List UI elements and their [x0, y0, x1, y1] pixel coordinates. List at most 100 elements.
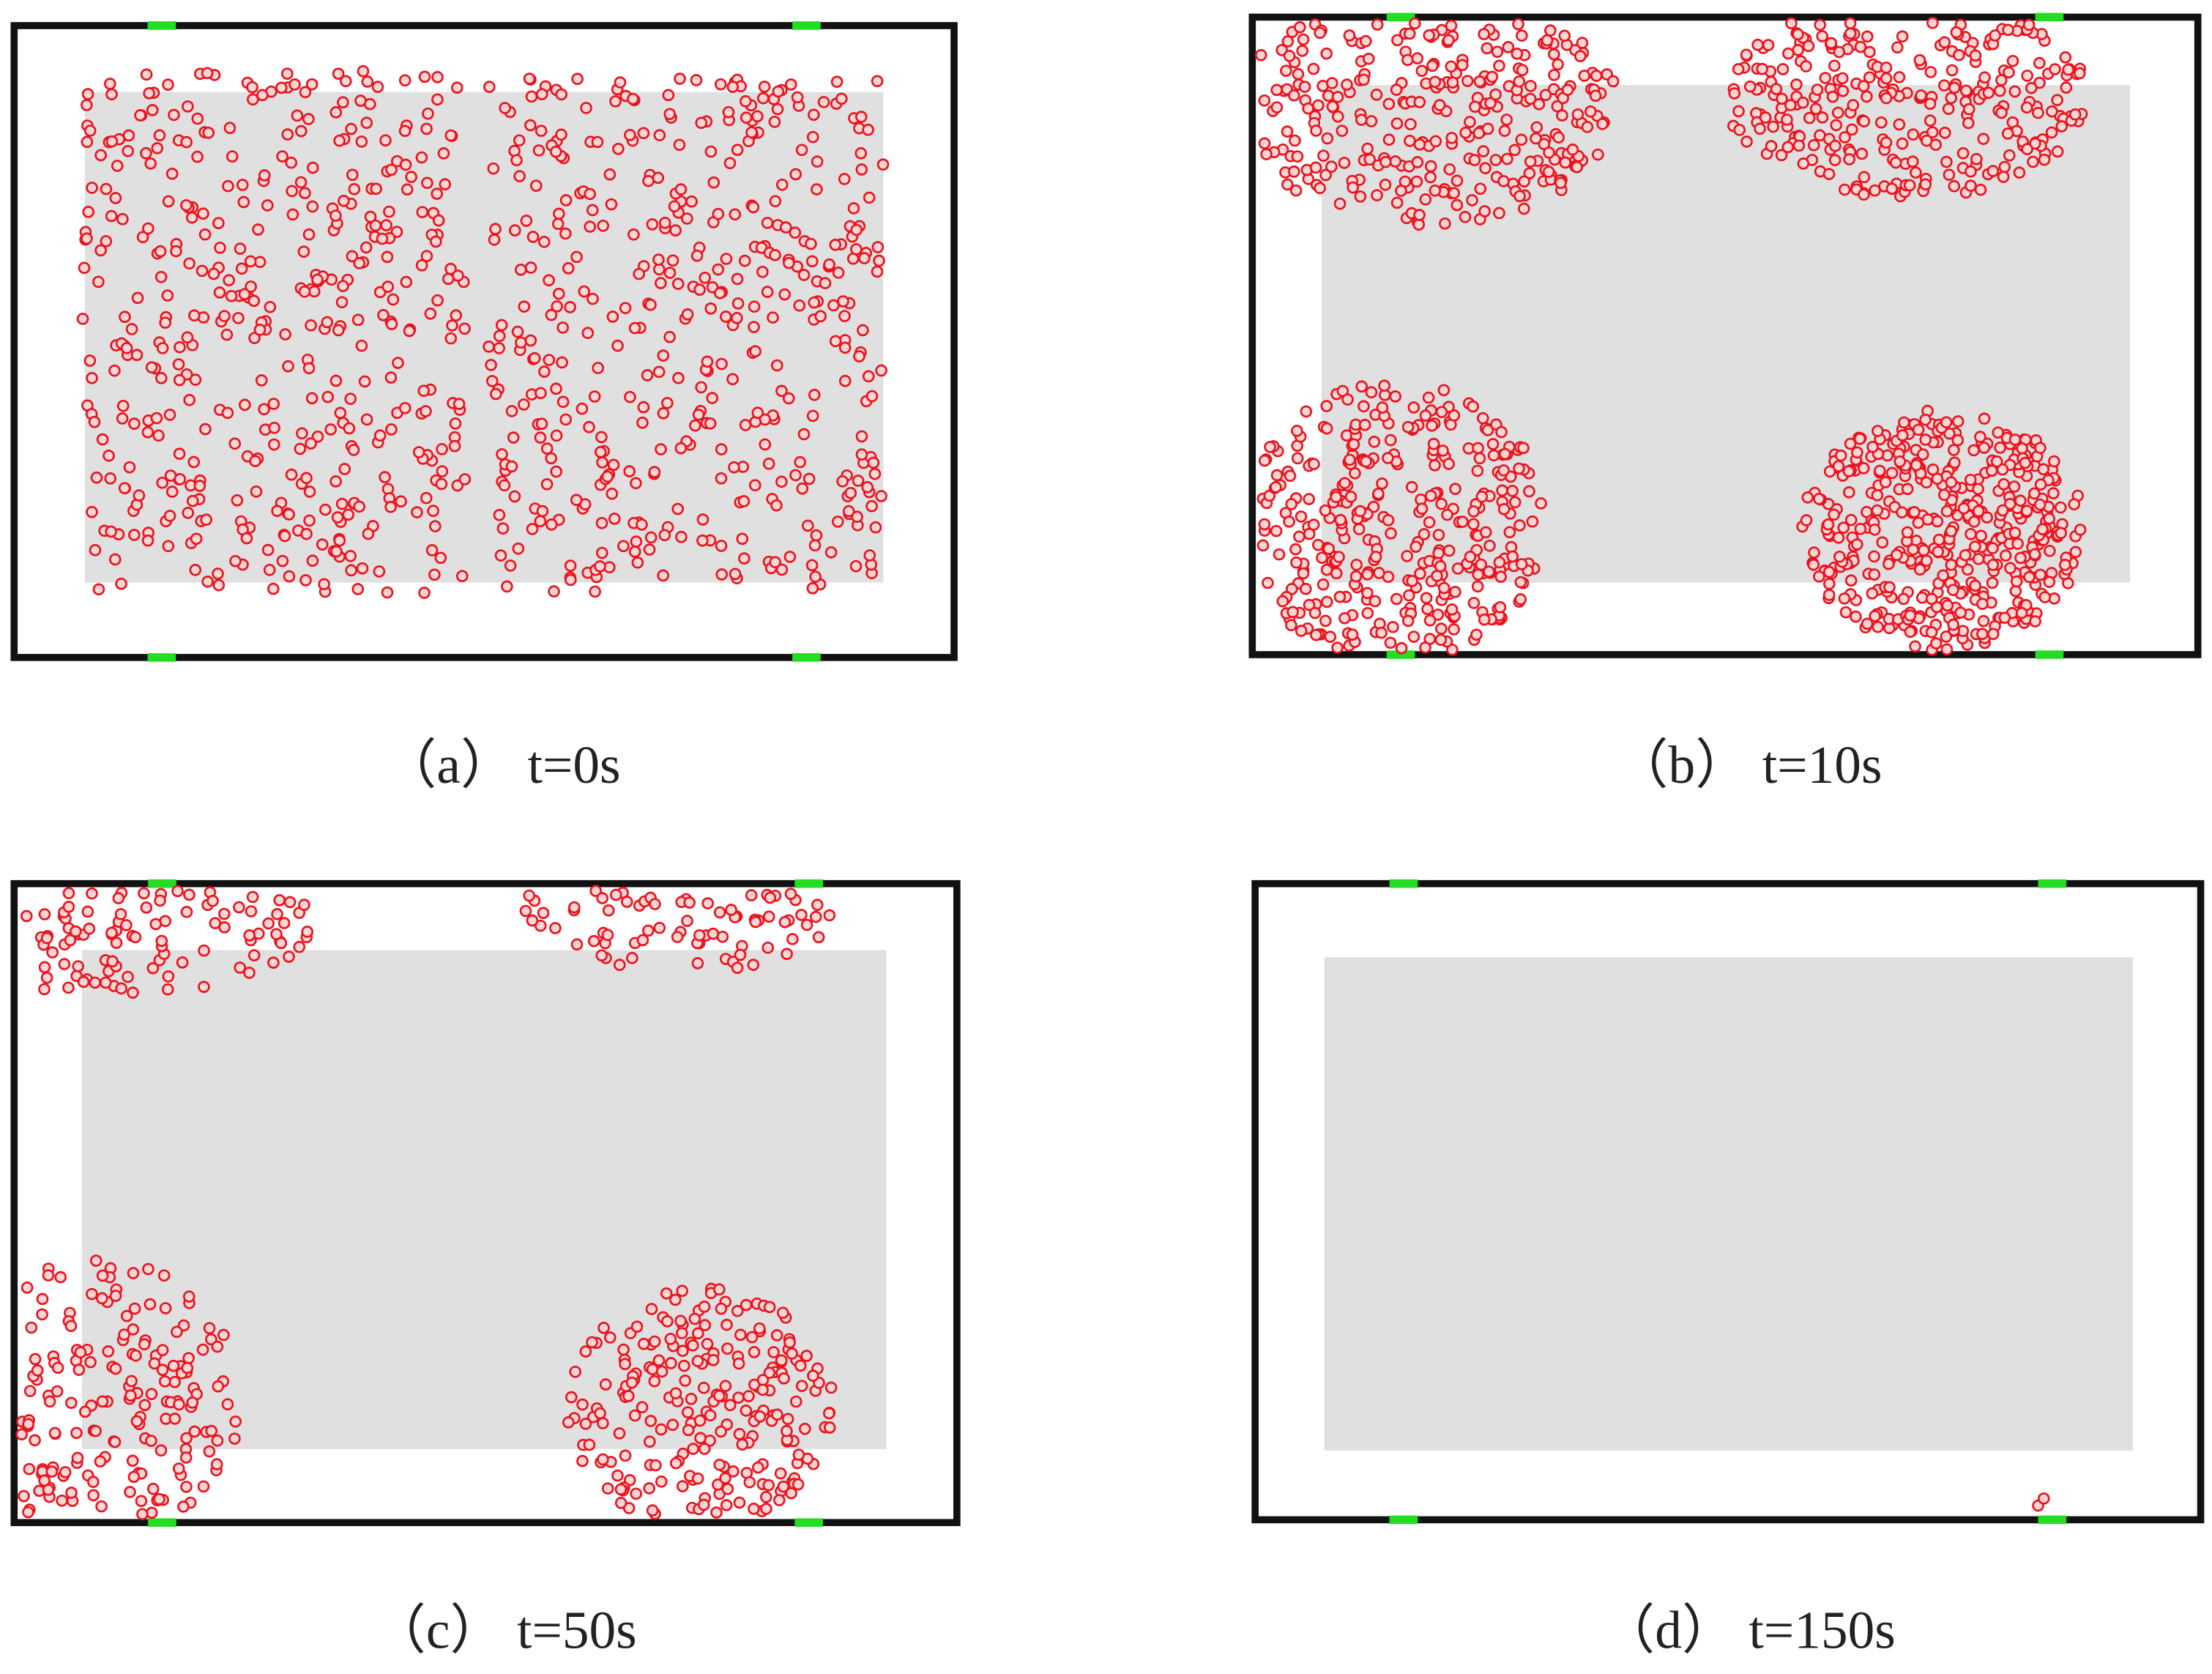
pedestrian	[1439, 217, 1451, 230]
pedestrian	[1322, 543, 1336, 555]
pedestrian	[231, 494, 244, 507]
pedestrian	[675, 530, 688, 543]
pedestrian	[571, 72, 584, 86]
pedestrian	[646, 218, 659, 231]
pedestrian	[591, 135, 604, 149]
pedestrian	[645, 1303, 658, 1315]
pedestrian	[1530, 121, 1543, 134]
pedestrian	[1349, 570, 1363, 583]
pedestrian	[808, 388, 821, 401]
pedestrian	[258, 169, 271, 182]
pedestrian	[92, 275, 105, 289]
pedestrian	[726, 373, 739, 386]
pedestrian	[655, 277, 667, 289]
pedestrian	[1512, 18, 1524, 31]
pedestrian	[1959, 84, 1973, 97]
pedestrian	[1880, 92, 1893, 105]
pedestrian	[302, 362, 316, 375]
pedestrian	[2068, 108, 2082, 121]
pedestrian	[109, 192, 122, 204]
pedestrian	[797, 428, 811, 441]
pedestrian	[1765, 140, 1778, 152]
pedestrian	[2008, 480, 2021, 493]
pedestrian	[2014, 494, 2027, 507]
pedestrian	[740, 111, 753, 124]
pedestrian	[2038, 153, 2051, 166]
pedestrian	[1511, 48, 1524, 60]
pedestrian	[1548, 48, 1560, 61]
pedestrian	[512, 542, 525, 555]
pedestrian	[1816, 30, 1829, 42]
pedestrian	[599, 1378, 612, 1391]
pedestrian	[1443, 163, 1456, 176]
pedestrian	[565, 1391, 578, 1404]
pedestrian	[1344, 491, 1358, 503]
pedestrian	[151, 142, 164, 155]
pedestrian	[748, 479, 761, 491]
pedestrian	[829, 238, 842, 251]
pedestrian	[329, 209, 342, 222]
pedestrian	[1302, 102, 1314, 115]
pedestrian	[150, 412, 163, 425]
pedestrian	[2043, 512, 2055, 525]
pedestrian	[65, 1487, 78, 1499]
pedestrian	[187, 455, 200, 469]
pedestrian	[1974, 183, 1987, 196]
pedestrian	[293, 940, 306, 953]
pedestrian	[1978, 442, 1991, 454]
pedestrian	[1331, 91, 1344, 103]
pedestrian	[553, 207, 565, 220]
pedestrian	[1975, 529, 1987, 543]
pedestrian	[1551, 100, 1564, 113]
pedestrian	[511, 325, 524, 338]
pedestrian	[2044, 544, 2056, 557]
pedestrian	[2069, 546, 2082, 559]
pedestrian	[411, 506, 423, 518]
pedestrian	[537, 236, 551, 248]
pedestrian	[1524, 80, 1537, 92]
pedestrian	[666, 1418, 679, 1432]
pedestrian	[329, 106, 343, 119]
pedestrian	[1426, 419, 1438, 432]
pedestrian	[105, 525, 117, 538]
pedestrian	[249, 455, 261, 467]
pedestrian	[127, 1267, 140, 1279]
pedestrian	[1994, 442, 2006, 454]
pedestrian	[1552, 131, 1565, 144]
pedestrian	[81, 232, 93, 245]
pedestrian	[2048, 455, 2060, 468]
pedestrian	[1395, 185, 1407, 197]
pedestrian	[753, 1410, 767, 1423]
pedestrian	[1413, 209, 1426, 221]
pedestrian	[373, 565, 386, 578]
pedestrian	[1350, 558, 1363, 571]
pedestrian	[1420, 592, 1433, 604]
pedestrian	[1896, 30, 1909, 43]
pedestrian	[1270, 524, 1283, 537]
pedestrian	[556, 395, 570, 409]
pedestrian	[1977, 133, 1990, 145]
pedestrian	[355, 339, 368, 352]
pedestrian	[734, 1328, 747, 1342]
pedestrian	[770, 499, 783, 512]
pedestrian	[1851, 446, 1863, 459]
pedestrian	[802, 472, 816, 486]
pedestrian	[515, 336, 527, 349]
pedestrian	[1415, 64, 1429, 78]
pedestrian	[749, 915, 762, 929]
pedestrian	[1514, 593, 1527, 606]
pedestrian	[263, 563, 276, 576]
pedestrian	[723, 1399, 737, 1412]
pedestrian	[234, 961, 247, 974]
pedestrian	[693, 283, 706, 296]
pedestrian	[748, 1503, 760, 1515]
pedestrian	[1280, 64, 1292, 77]
pedestrian	[246, 81, 258, 94]
pedestrian	[1376, 477, 1388, 490]
pedestrian	[87, 1489, 100, 1502]
pedestrian	[1441, 508, 1453, 521]
pedestrian	[154, 894, 166, 907]
pedestrian	[155, 934, 168, 948]
pedestrian	[505, 405, 518, 417]
pedestrian	[1907, 543, 1920, 556]
